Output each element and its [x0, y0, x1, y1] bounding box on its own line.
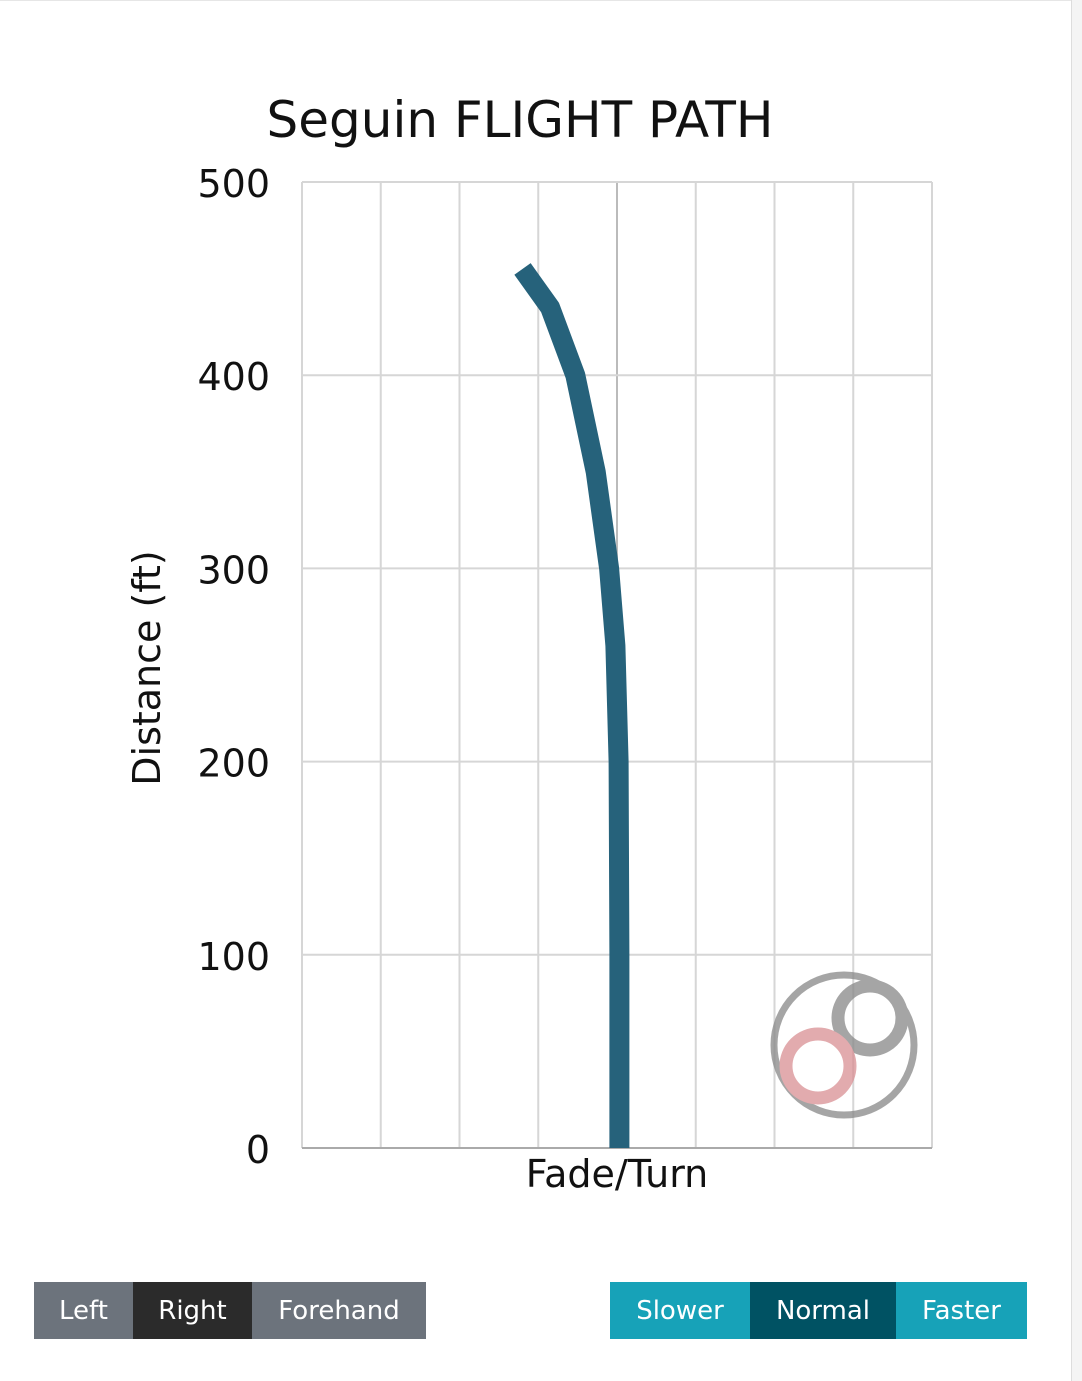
y-tick-label: 200 [197, 742, 270, 786]
y-tick-label: 300 [197, 548, 270, 592]
flight-path-chart: Seguin FLIGHT PATH 0 100 200 300 400 500 Fade… [125, 91, 933, 1196]
y-axis-label: Distance (ft) [125, 550, 169, 786]
x-axis-label: Fade/Turn [526, 1152, 709, 1196]
normal-button[interactable]: Normal [750, 1282, 896, 1339]
top-border [0, 0, 1072, 1]
left-button[interactable]: Left [34, 1282, 133, 1339]
scrollbar[interactable] [1071, 0, 1082, 1381]
logo-watermark [770, 971, 918, 1119]
chart-title: Seguin FLIGHT PATH [267, 91, 774, 149]
forehand-button[interactable]: Forehand [252, 1282, 426, 1339]
y-tick-label: 100 [197, 935, 270, 979]
faster-button[interactable]: Faster [896, 1282, 1027, 1339]
slower-button[interactable]: Slower [610, 1282, 750, 1339]
y-tick-label: 0 [246, 1128, 270, 1172]
y-tick-label: 500 [197, 162, 270, 206]
right-button[interactable]: Right [133, 1282, 252, 1339]
flight-path-line [514, 263, 630, 1148]
y-tick-label: 400 [197, 355, 270, 399]
